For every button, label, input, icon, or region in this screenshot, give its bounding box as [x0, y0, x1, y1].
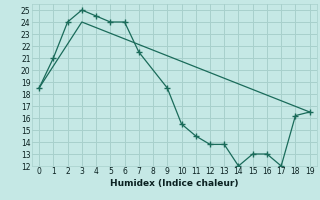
X-axis label: Humidex (Indice chaleur): Humidex (Indice chaleur): [110, 179, 239, 188]
